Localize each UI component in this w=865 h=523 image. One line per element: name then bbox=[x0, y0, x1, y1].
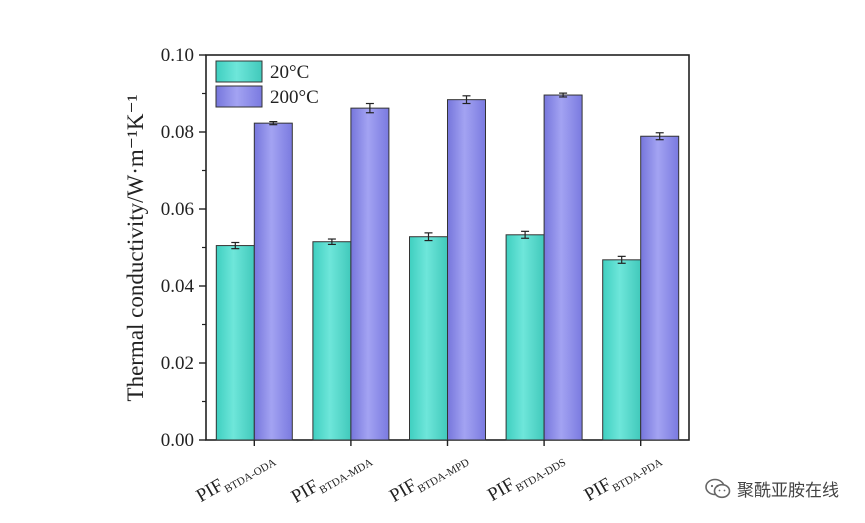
bar-20c bbox=[215, 245, 255, 441]
legend: 20°C 200°C bbox=[215, 60, 319, 108]
y-tick-label: 0.06 bbox=[161, 199, 194, 220]
watermark-text: 聚酰亚胺在线 bbox=[737, 481, 839, 501]
legend-label-200c: 200°C bbox=[270, 87, 319, 108]
x-tick-label: PIFBTDA-MPD bbox=[386, 446, 472, 509]
wechat-icon bbox=[705, 478, 731, 498]
bar-200c bbox=[543, 94, 583, 441]
x-tick-label: PIFBTDA-PDA bbox=[581, 446, 665, 508]
bar-200c bbox=[350, 107, 390, 441]
x-tick-label: PIFBTDA-DDS bbox=[484, 446, 568, 508]
x-tick-label: PIFBTDA-MDA bbox=[288, 446, 375, 510]
bars-layer bbox=[215, 94, 680, 441]
bar-20c bbox=[312, 241, 352, 441]
y-tick-label: 0.02 bbox=[161, 353, 194, 374]
x-tick-label: PIFBTDA-ODA bbox=[193, 446, 279, 509]
y-tick-label: 0.04 bbox=[161, 276, 195, 297]
bar-200c bbox=[640, 135, 680, 441]
bar-200c bbox=[253, 122, 293, 441]
legend-swatch-20c bbox=[215, 60, 263, 83]
bar-200c bbox=[447, 99, 486, 441]
x-axis: PIFBTDA-ODA PIFBTDA-MDA PIFBTDA-MPD PIFBTDA… bbox=[193, 440, 665, 510]
bar-20c bbox=[505, 234, 545, 441]
watermark: 聚酰亚胺在线 bbox=[705, 476, 839, 501]
y-axis: 0.00 0.02 0.04 0.06 0.08 0.10 bbox=[161, 45, 206, 451]
y-tick-label: 0.10 bbox=[161, 45, 194, 66]
legend-label-20c: 20°C bbox=[270, 62, 309, 83]
errorbars-layer bbox=[231, 92, 664, 264]
y-tick-label: 0.08 bbox=[161, 122, 194, 143]
legend-swatch-200c bbox=[215, 85, 263, 108]
bar-20c bbox=[409, 236, 448, 441]
bar-20c bbox=[602, 259, 642, 441]
y-axis-title: Thermal conductivity/W·m⁻¹K⁻¹ bbox=[123, 94, 148, 401]
y-tick-label: 0.00 bbox=[161, 430, 194, 451]
